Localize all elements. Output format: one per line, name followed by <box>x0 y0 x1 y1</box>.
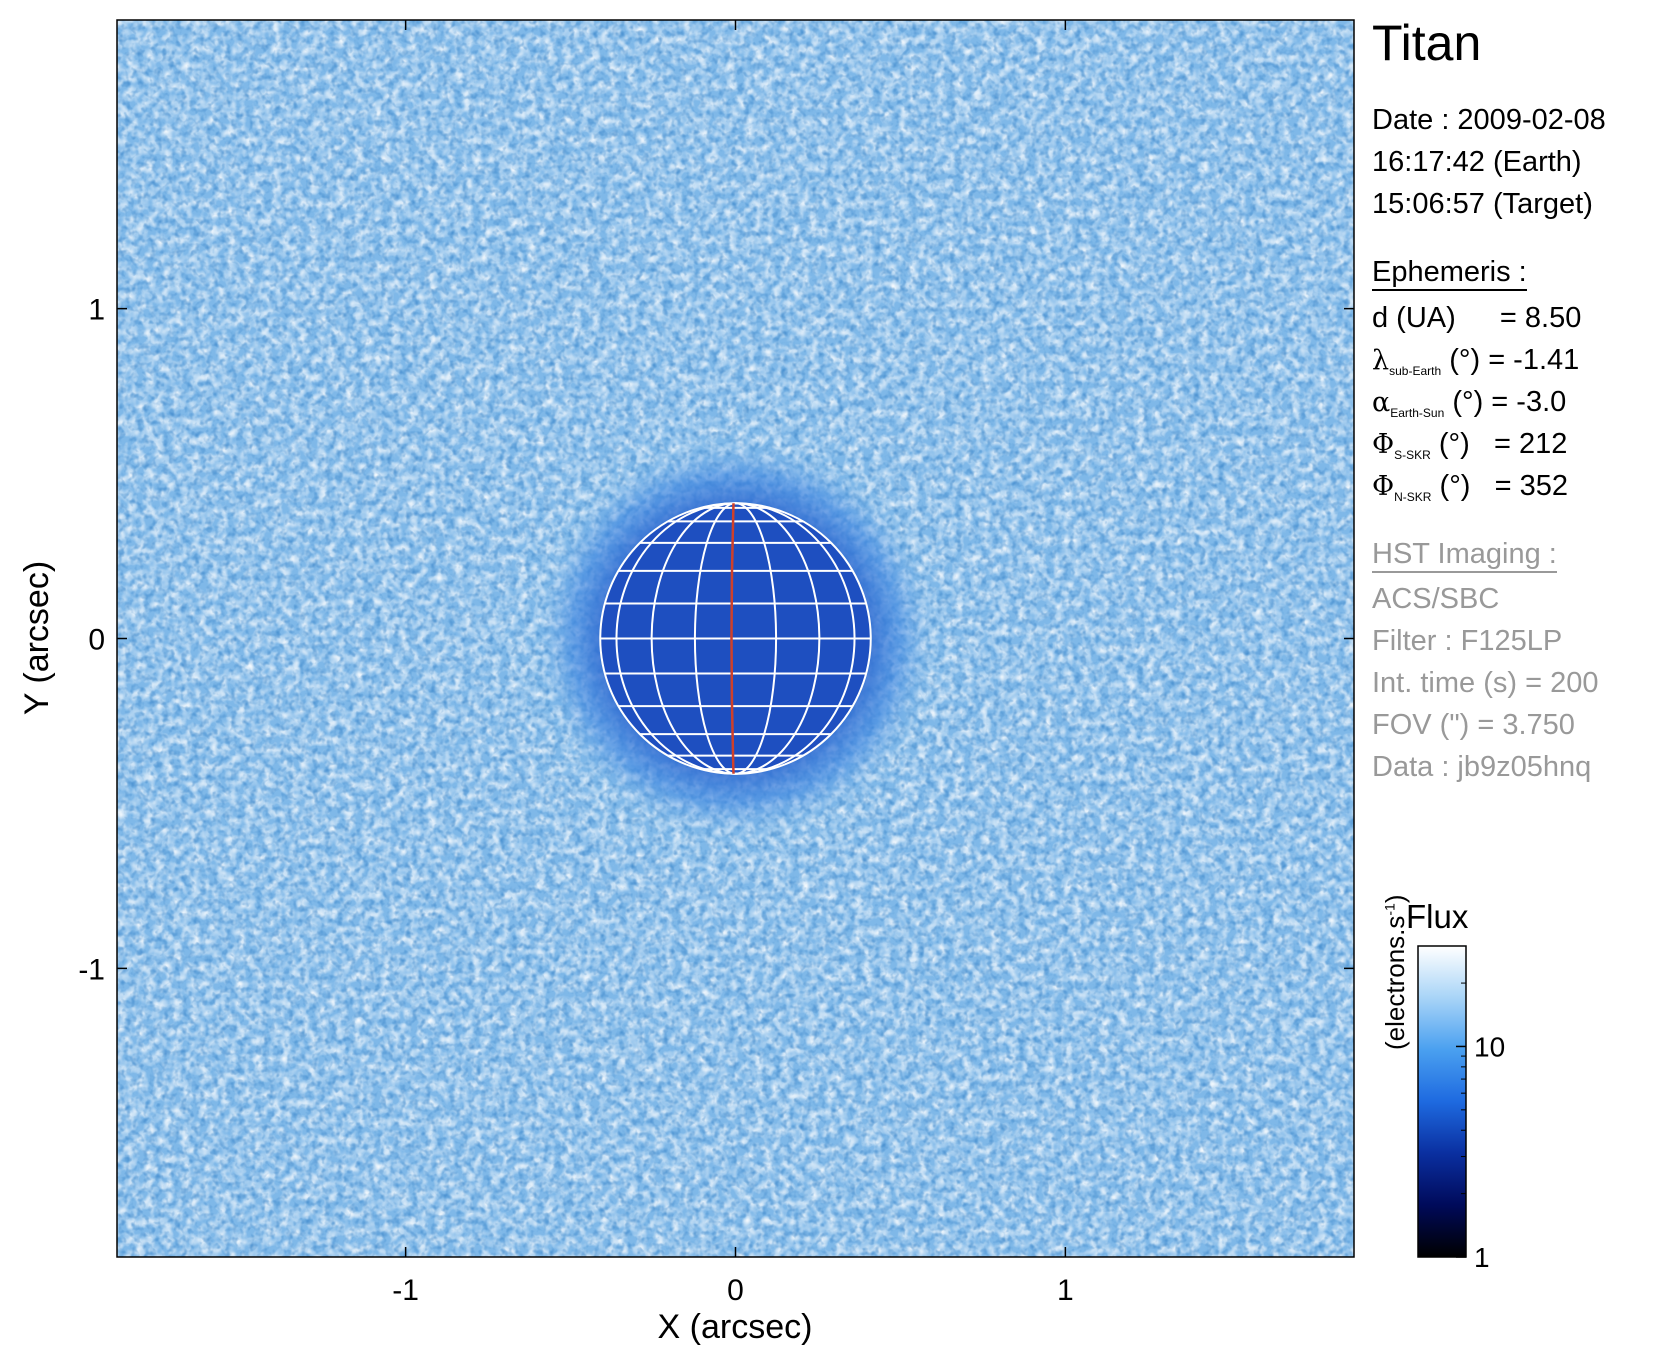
x-axis-ticks: -1 0 1 <box>392 20 1074 1307</box>
alpha-symbol: α <box>1372 387 1391 418</box>
ephemeris-header: Ephemeris : <box>1372 256 1527 291</box>
target-time: 15:06:57 (Target) <box>1372 188 1593 220</box>
alpha-value: (°) = -3.0 <box>1452 386 1567 418</box>
phi-s-value: (°) = 212 <box>1438 428 1568 460</box>
lambda-row: λsub-Earth (°) = -1.41 <box>1372 344 1579 378</box>
x-tick-label: -1 <box>392 1274 419 1307</box>
lambda-sub: sub-Earth <box>1389 364 1442 378</box>
y-tick-label: -1 <box>78 953 105 986</box>
x-tick-label: 0 <box>727 1274 744 1307</box>
colorbar-label: (electrons.s-1) <box>1380 894 1411 1050</box>
distance-row: d (UA) = 8.50 <box>1372 302 1581 335</box>
colorbar-label-sup: -1 <box>1381 903 1398 916</box>
x-axis-label: X (arcsec) <box>658 1308 813 1346</box>
phi-s-row: ΦS-SKR (°) = 212 <box>1372 428 1567 462</box>
target-name: Titan <box>1372 15 1482 71</box>
instrument: ACS/SBC <box>1372 583 1500 615</box>
hst-header-row: HST Imaging : <box>1372 538 1557 573</box>
earth-time: 16:17:42 (Earth) <box>1372 146 1582 178</box>
alpha-sub: Earth-Sun <box>1390 406 1445 420</box>
colorbar-tick-label: 1 <box>1474 1242 1490 1273</box>
hst-header: HST Imaging : <box>1372 538 1557 573</box>
phi-n-sub: N-SKR <box>1394 490 1432 504</box>
colorbar-ticks: 10 1 <box>1456 945 1505 1273</box>
data-id: Data : jb9z05hnq <box>1372 751 1592 783</box>
lat-lon-grid <box>599 502 872 775</box>
lambda-value: (°) = -1.41 <box>1449 344 1580 376</box>
y-tick-label: 0 <box>88 624 105 657</box>
ephemeris-header-row: Ephemeris : <box>1372 256 1527 291</box>
filter: Filter : F125LP <box>1372 625 1563 657</box>
phi-n-symbol: Φ <box>1372 471 1395 502</box>
colorbar-label-end: ) <box>1380 894 1410 904</box>
central-meridian <box>730 503 735 774</box>
phi-n-value: (°) = 352 <box>1439 470 1569 502</box>
lambda-symbol: λ <box>1372 345 1390 376</box>
distance-value: = 8.50 <box>1499 302 1582 334</box>
y-tick-label: 1 <box>88 294 105 327</box>
y-axis-ticks: -1 0 1 <box>78 294 1354 986</box>
date-line: Date : 2009-02-08 <box>1372 104 1606 136</box>
distance-label: d (UA) <box>1372 302 1456 334</box>
phi-s-symbol: Φ <box>1372 429 1395 460</box>
longitude-line <box>615 502 856 775</box>
field-of-view: FOV (") = 3.750 <box>1372 709 1575 741</box>
colorbar-tick-label: 10 <box>1474 1031 1505 1062</box>
phi-n-row: ΦN-SKR (°) = 352 <box>1372 470 1568 504</box>
y-axis-label: Y (arcsec) <box>18 561 56 715</box>
colorbar <box>1417 945 1467 1258</box>
flux-image <box>117 20 1354 1257</box>
integration-time: Int. time (s) = 200 <box>1372 667 1599 699</box>
colorbar-title: Flux <box>1406 898 1469 935</box>
alpha-row: αEarth-Sun (°) = -3.0 <box>1372 386 1566 420</box>
x-tick-label: 1 <box>1057 1274 1074 1307</box>
phi-s-sub: S-SKR <box>1394 448 1431 462</box>
colorbar-label-text: (electrons.s <box>1380 915 1410 1050</box>
